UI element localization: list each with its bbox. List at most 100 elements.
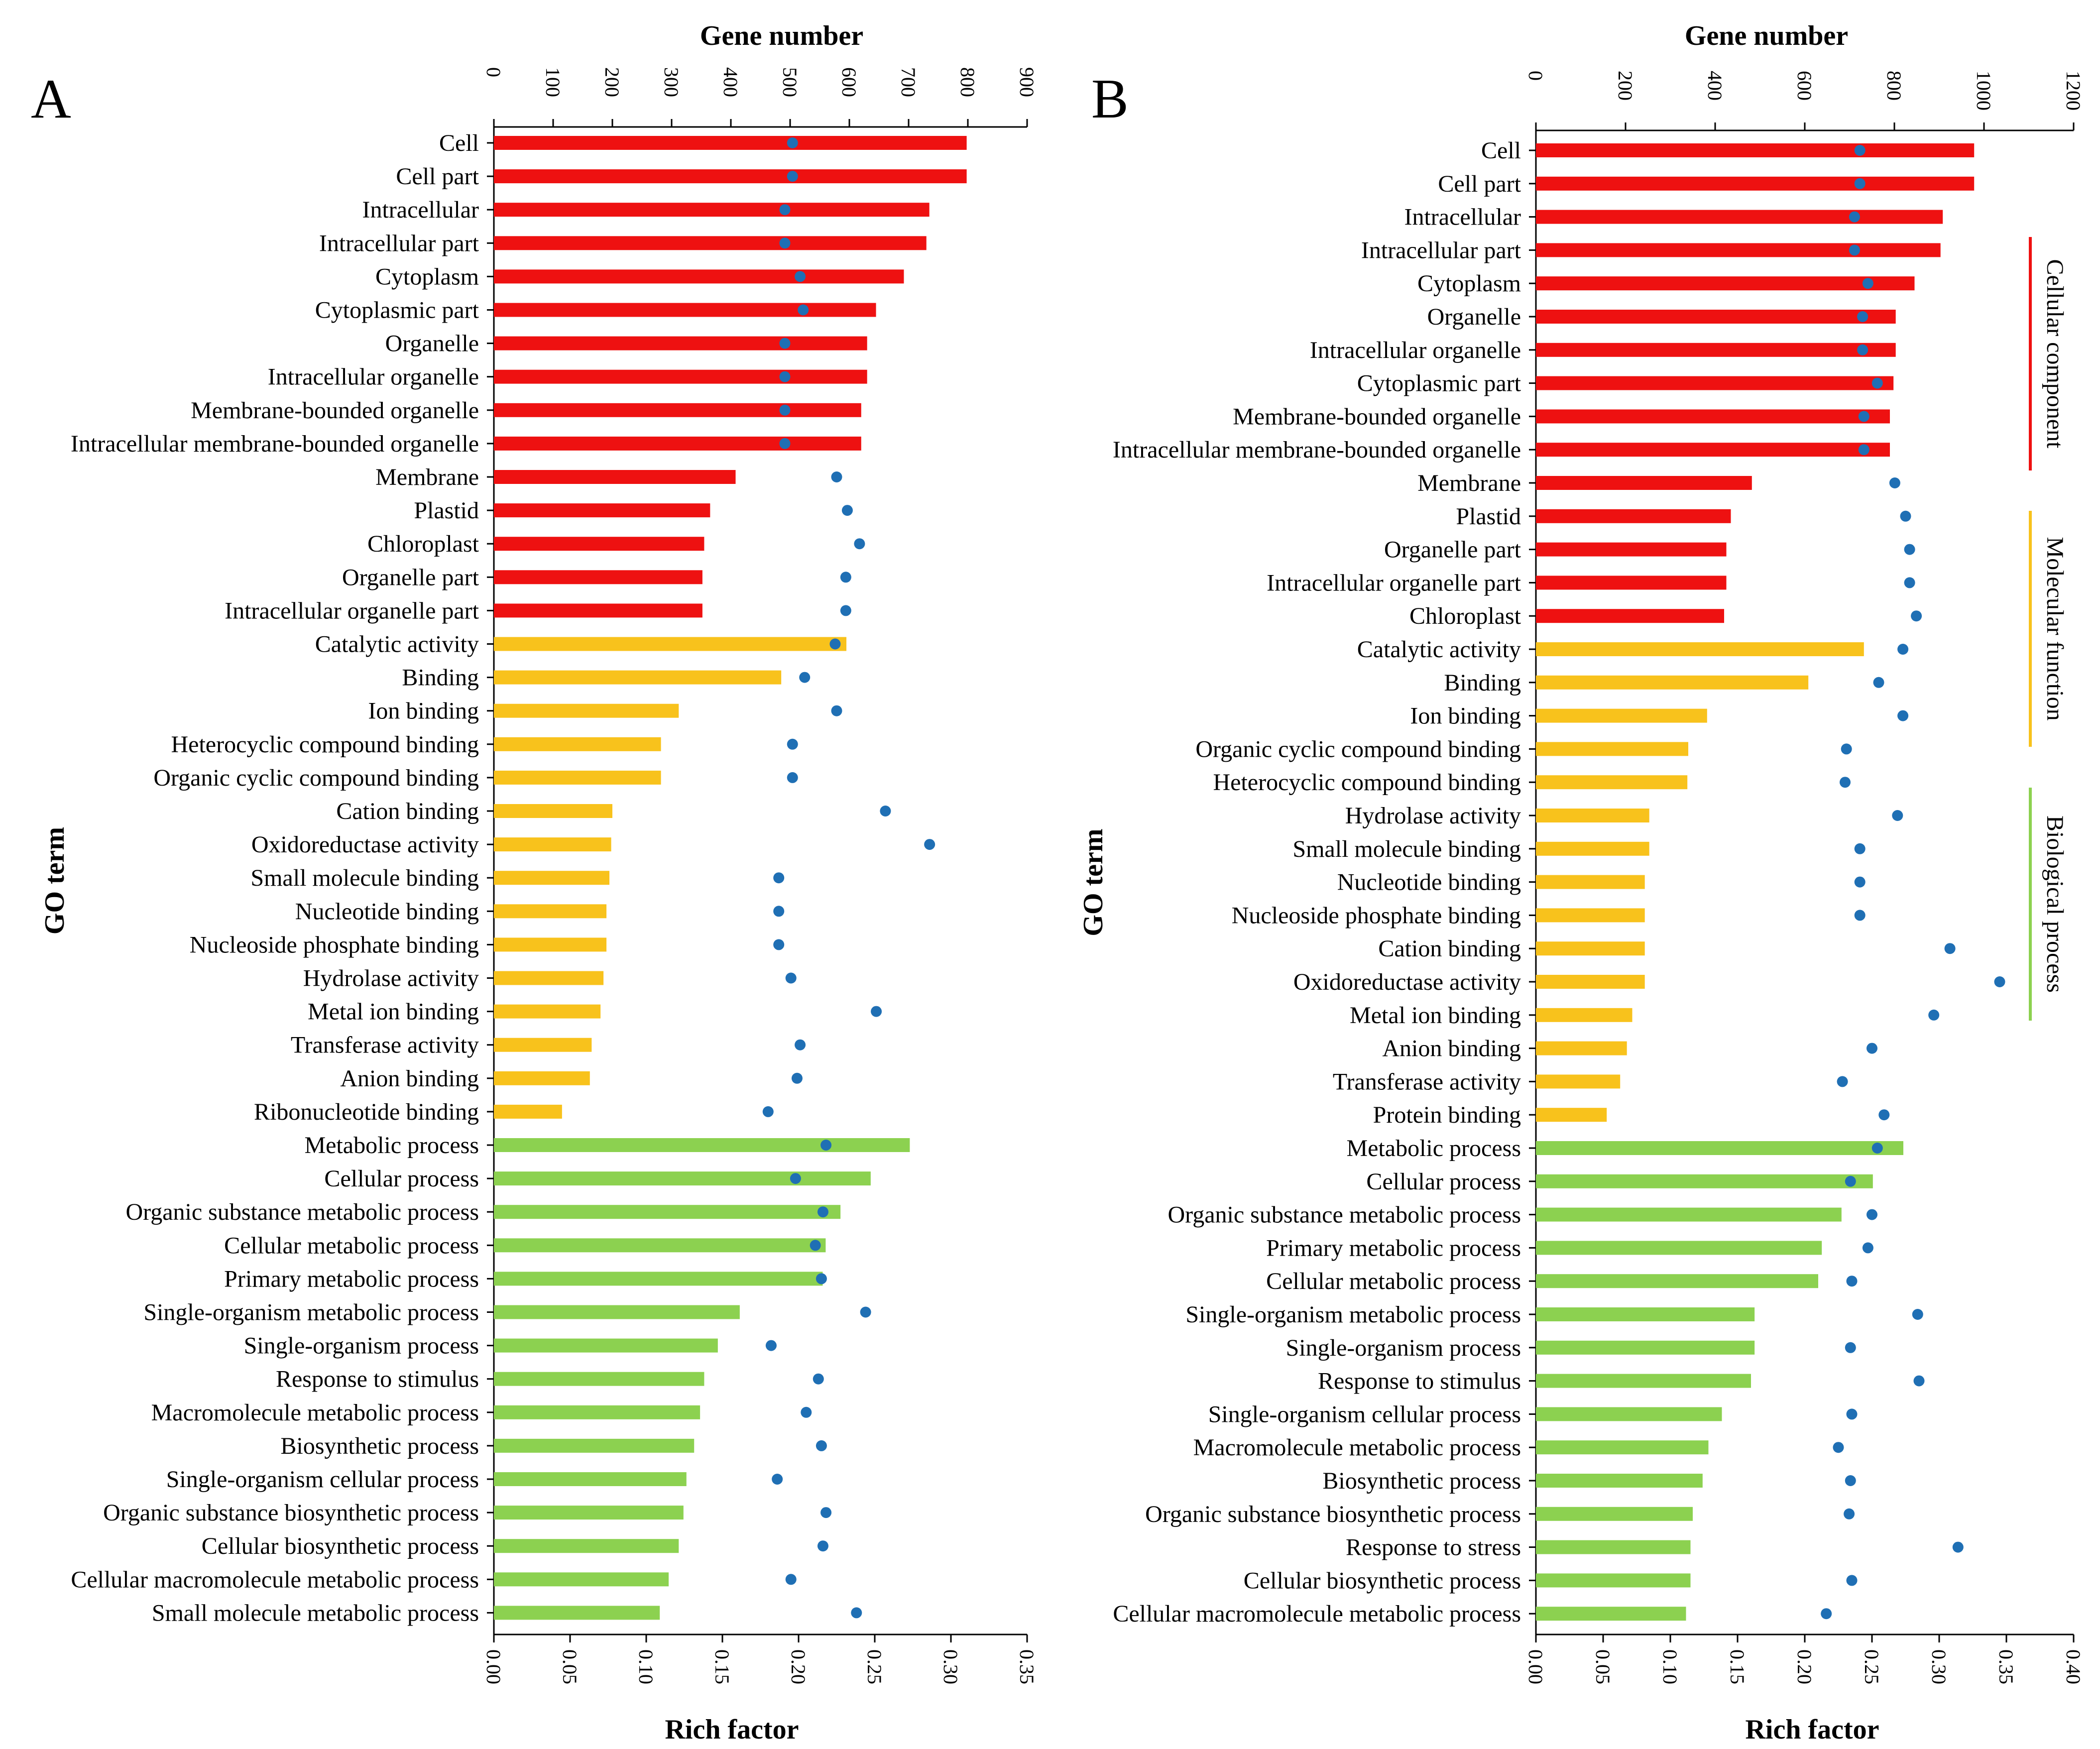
go-term-label: Nucleoside phosphate binding	[190, 932, 479, 958]
go-term-label: Intracellular part	[1361, 237, 1521, 263]
rich-factor-point	[1857, 344, 1868, 355]
gene-number-bar	[1536, 409, 1890, 424]
gene-number-bar	[494, 1104, 562, 1119]
gene-number-bar	[1536, 1340, 1755, 1355]
go-term-label: Organic cyclic compound binding	[1195, 736, 1521, 762]
panel-label: A	[31, 68, 71, 130]
gene-number-tick-label: 1200	[2062, 71, 2085, 111]
gene-number-bar	[1536, 1407, 1722, 1421]
legend-label-molecular-function: Molecular function	[2042, 537, 2068, 720]
rich-factor-point	[841, 505, 853, 516]
gene-number-bar	[494, 1438, 695, 1453]
go-term-label: Metal ion binding	[1350, 1002, 1521, 1029]
go-term-label: Ion binding	[1410, 703, 1521, 729]
rich-factor-point	[813, 1373, 824, 1385]
gene-number-bar	[494, 1572, 669, 1587]
gene-number-bar	[494, 1004, 601, 1019]
go-term-label: Cellular metabolic process	[1266, 1268, 1521, 1294]
gene-number-tick-label: 200	[1614, 71, 1636, 101]
rich-factor-point	[817, 1540, 828, 1552]
go-term-label: Intracellular organelle part	[1267, 570, 1521, 596]
go-term-label: Cytoplasmic part	[1357, 370, 1521, 397]
gene-number-bar	[1536, 276, 1915, 291]
gene-number-bar	[494, 169, 967, 184]
rich-factor-point	[790, 1173, 801, 1184]
panel-label: B	[1091, 68, 1129, 130]
rich-factor-point	[1837, 1076, 1848, 1087]
gene-number-bar	[1536, 1141, 1903, 1155]
go-term-label: Single-organism metabolic process	[1185, 1301, 1521, 1328]
go-term-label: Intracellular	[1404, 204, 1521, 231]
go-term-label: Cell	[439, 130, 479, 156]
gene-number-axis-title: Gene number	[1685, 20, 1848, 51]
gene-number-bar	[494, 603, 702, 618]
rich-factor-point	[801, 1406, 812, 1418]
rich-factor-point	[880, 806, 891, 816]
rich-factor-point	[779, 338, 791, 349]
go-term-label: Primary metabolic process	[224, 1266, 479, 1292]
gene-number-tick-label: 600	[1793, 71, 1816, 101]
gene-number-bar	[494, 1372, 704, 1386]
rich-factor-point	[816, 1440, 827, 1451]
gene-number-bar	[494, 470, 736, 484]
gene-number-bar	[1536, 210, 1943, 224]
gene-number-bar	[1536, 875, 1645, 889]
gene-number-bar	[494, 1539, 679, 1553]
rich-factor-tick-label: 0.15	[1726, 1649, 1749, 1684]
gene-number-bar	[1536, 176, 1975, 191]
go-term-label: Membrane-bounded organelle	[191, 397, 479, 424]
go-term-label: Ion binding	[368, 698, 479, 724]
gene-number-bar	[494, 1506, 684, 1520]
rich-factor-point	[779, 237, 791, 249]
rich-factor-point	[831, 471, 842, 482]
rich-factor-point	[1846, 1408, 1858, 1420]
rich-factor-point	[1858, 444, 1869, 456]
rich-factor-point	[871, 1006, 882, 1017]
rich-factor-point	[773, 939, 785, 950]
rich-factor-tick-label: 0.00	[1524, 1649, 1547, 1684]
go-term-label: Single-organism process	[244, 1333, 479, 1359]
rich-factor-point	[1841, 743, 1852, 755]
go-term-label: Hydrolase activity	[1345, 803, 1521, 829]
rich-factor-point	[1897, 710, 1909, 721]
go-term-label: Plastid	[414, 497, 479, 524]
rich-factor-tick-label: 0.25	[1861, 1649, 1883, 1684]
gene-number-bar	[1536, 642, 1864, 656]
go-term-label: Transferase activity	[1333, 1068, 1521, 1095]
rich-factor-point	[1900, 510, 1911, 522]
legend-label-cellular-component: Cellular component	[2042, 259, 2068, 449]
gene-number-tick-label: 100	[542, 67, 564, 97]
rich-factor-tick-label: 0.10	[1659, 1649, 1681, 1684]
gene-number-bar	[494, 804, 612, 818]
go-term-label: Chloroplast	[367, 531, 479, 557]
gene-number-bar	[494, 837, 611, 852]
gene-number-bar	[494, 1606, 660, 1620]
gene-number-bar	[494, 1138, 910, 1152]
gene-number-bar	[1536, 775, 1688, 790]
rich-factor-point	[795, 1039, 806, 1050]
gene-number-tick-label: 800	[956, 67, 979, 97]
gene-number-bar	[1536, 1074, 1621, 1089]
go-term-label: Oxidoreductase activity	[251, 831, 479, 858]
rich-factor-point	[1867, 1043, 1877, 1054]
gene-number-bar	[1536, 1008, 1633, 1022]
gene-number-bar	[1536, 1241, 1822, 1255]
go-term-label: Organelle	[385, 331, 479, 357]
go-term-label: Binding	[1444, 670, 1521, 696]
rich-factor-point	[785, 1574, 797, 1585]
rich-factor-point	[1928, 1009, 1940, 1021]
rich-factor-point	[860, 1306, 871, 1318]
go-term-label: Organic substance metabolic process	[125, 1199, 479, 1225]
gene-number-bar	[1536, 576, 1727, 590]
go-term-label: Intracellular organelle	[1310, 337, 1521, 363]
gene-number-bar	[494, 269, 904, 284]
go-term-label: Cellular biosynthetic process	[1244, 1567, 1521, 1594]
go-term-label: Organic substance metabolic process	[1167, 1202, 1521, 1228]
go-term-label: Cytoplasmic part	[315, 297, 479, 324]
gene-number-bar	[1536, 443, 1890, 457]
rich-factor-point	[829, 638, 841, 650]
gene-number-bar	[1536, 542, 1727, 557]
go-term-label: Membrane	[1417, 470, 1521, 496]
gene-number-bar	[494, 904, 607, 919]
go-term-label: Small molecule binding	[1292, 836, 1521, 862]
